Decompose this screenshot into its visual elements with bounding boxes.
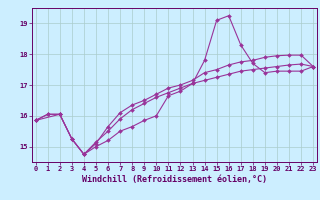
X-axis label: Windchill (Refroidissement éolien,°C): Windchill (Refroidissement éolien,°C) xyxy=(82,175,267,184)
